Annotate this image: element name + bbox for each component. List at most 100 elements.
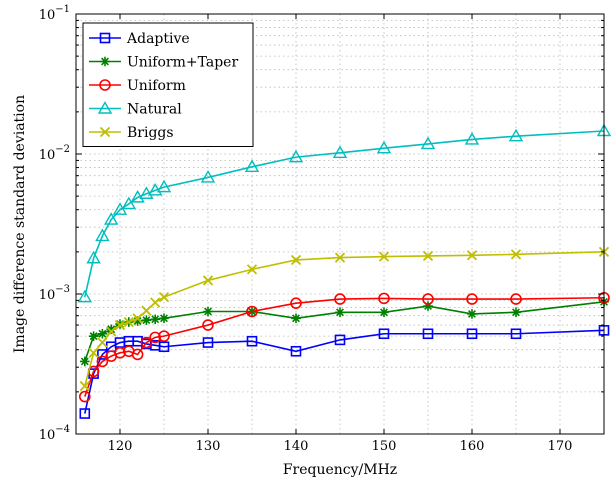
data-point-briggs	[97, 337, 108, 348]
data-point-briggs	[106, 326, 117, 337]
series-line-natural	[84, 130, 605, 298]
data-point-natural	[332, 145, 348, 158]
data-point-natural	[86, 250, 101, 264]
data-point-briggs	[88, 347, 99, 358]
legend-marker	[97, 101, 113, 114]
data-point-adaptive	[334, 334, 346, 346]
data-point-natural	[139, 186, 154, 199]
legend-item-uniform-taper: Uniform+Taper	[89, 55, 238, 71]
data-point-briggs	[246, 264, 258, 275]
data-point-uniform-taper	[203, 306, 213, 317]
legend-label: Adaptive	[126, 31, 190, 47]
series-line-adaptive	[84, 329, 605, 414]
data-point-adaptive	[202, 337, 214, 348]
data-point-uniform-taper	[467, 309, 477, 319]
data-point-natural	[200, 170, 216, 183]
legend: Adaptive Uniform+Taper Uniform Natural Brigg…	[82, 22, 254, 147]
series-uniform	[79, 291, 610, 403]
plot-frame	[75, 13, 605, 435]
data-point-uniform	[510, 293, 522, 305]
data-point-uniform-taper	[106, 324, 116, 335]
data-point-uniform-taper	[150, 314, 160, 325]
data-point-natural	[376, 140, 392, 154]
data-point-briggs	[132, 313, 143, 324]
data-point-uniform-taper	[97, 328, 108, 339]
data-point-uniform-taper	[159, 313, 169, 324]
legend-label: Briggs	[127, 125, 174, 141]
y-axis-title: Image difference standard deviation	[12, 95, 28, 353]
data-point-uniform-taper	[80, 356, 90, 367]
data-point-adaptive	[158, 341, 170, 353]
legend-label: Natural	[127, 102, 182, 118]
data-point-uniform-taper	[88, 331, 99, 341]
data-point-uniform	[334, 293, 346, 305]
data-point-uniform	[131, 348, 144, 361]
data-point-uniform	[246, 305, 258, 318]
data-point-uniform	[290, 297, 302, 309]
data-point-uniform-taper	[511, 307, 521, 318]
data-point-uniform	[149, 331, 161, 344]
legend-label: Uniform+Taper	[127, 55, 238, 71]
axes-layer: 120 130 140 150 160 170 10−4 10−3 10−2 10−1	[39, 4, 605, 454]
data-point-uniform	[202, 319, 214, 331]
x-axis-title: Frequency/MHz	[283, 462, 397, 478]
data-point-natural	[77, 289, 93, 303]
data-point-briggs	[422, 250, 434, 262]
data-point-briggs	[334, 252, 346, 263]
legend-item-briggs: Briggs	[89, 125, 174, 141]
data-point-uniform-taper	[141, 315, 152, 325]
data-point-uniform	[158, 330, 170, 342]
legend-item-adaptive: Adaptive	[89, 31, 190, 47]
data-point-natural	[420, 136, 436, 150]
x-tick-label: 120	[108, 439, 133, 454]
data-point-briggs	[466, 250, 478, 261]
data-point-uniform-taper	[379, 307, 389, 318]
x-tick-label: 160	[460, 439, 485, 454]
data-point-uniform	[140, 336, 153, 349]
data-point-adaptive	[422, 328, 434, 340]
x-tick-label: 140	[284, 439, 309, 454]
data-point-uniform	[79, 390, 91, 403]
legend-label: Uniform	[127, 78, 186, 94]
legend-marker	[100, 56, 110, 67]
series-briggs	[79, 246, 610, 392]
data-point-adaptive	[79, 408, 91, 419]
data-point-briggs	[150, 297, 161, 308]
legend-marker	[99, 32, 111, 44]
data-point-briggs	[202, 275, 214, 286]
data-point-briggs	[114, 319, 126, 331]
data-point-uniform	[422, 293, 434, 305]
legend-item-natural: Natural	[89, 101, 182, 118]
data-point-uniform-taper	[291, 313, 301, 324]
data-point-briggs	[123, 316, 134, 328]
data-point-uniform	[378, 292, 390, 305]
data-point-adaptive	[290, 345, 302, 357]
data-point-natural	[156, 179, 172, 193]
y-tick-label: 10−2	[39, 144, 70, 163]
series-natural	[77, 123, 612, 303]
data-point-uniform-taper	[132, 316, 143, 326]
y-tick-label: 10−3	[39, 284, 70, 303]
data-point-adaptive	[510, 328, 522, 340]
y-tick-label: 10−1	[39, 4, 70, 23]
data-point-natural	[508, 128, 524, 142]
data-point-natural	[147, 182, 163, 196]
data-point-adaptive	[378, 328, 390, 340]
data-point-adaptive	[466, 328, 478, 340]
x-tick-label: 170	[548, 439, 573, 454]
data-point-uniform	[114, 347, 126, 359]
data-point-briggs	[510, 249, 522, 260]
data-point-briggs	[290, 254, 302, 266]
data-point-adaptive	[246, 335, 258, 347]
data-point-uniform-taper	[423, 301, 433, 311]
data-point-natural	[95, 228, 110, 242]
x-tick-label: 130	[196, 439, 221, 454]
data-point-natural	[244, 159, 260, 173]
legend-item-uniform: Uniform	[89, 78, 186, 94]
data-point-uniform	[96, 355, 109, 368]
data-point-natural	[464, 132, 480, 145]
data-point-briggs	[79, 380, 90, 392]
data-point-briggs	[158, 291, 170, 303]
data-point-natural	[103, 212, 119, 225]
